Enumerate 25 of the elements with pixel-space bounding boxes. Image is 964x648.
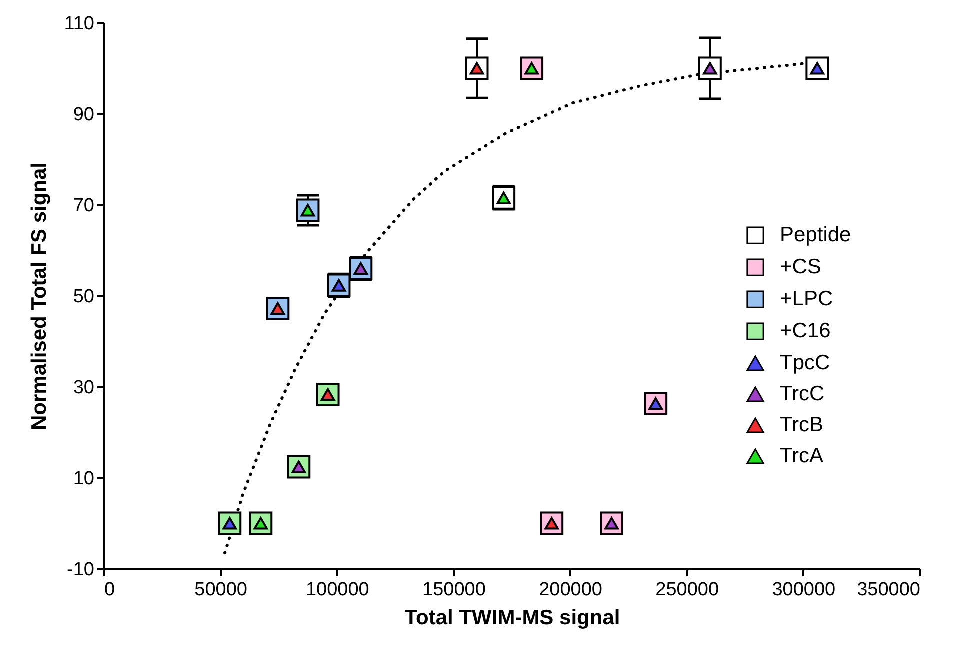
y-tick-label: 50 — [73, 286, 94, 308]
y-tick-label: 110 — [64, 14, 94, 34]
y-tick-label: -10 — [67, 560, 94, 580]
y-tick-label: 90 — [73, 104, 94, 126]
x-tick-label: 350000 — [857, 580, 920, 600]
legend-label: +LPC — [780, 288, 834, 311]
legend-label: Peptide — [780, 224, 852, 247]
legend-label: TrcA — [780, 444, 824, 468]
x-tick-label: 50000 — [194, 580, 248, 600]
x-axis-title: Total TWIM-MS signal — [404, 606, 620, 630]
x-tick-label: 250000 — [656, 580, 720, 600]
legend-label: +CS — [780, 256, 822, 279]
x-tick-label: 300000 — [772, 580, 836, 600]
y-tick-label: 10 — [73, 468, 94, 490]
legend-label: TrcC — [780, 382, 825, 406]
y-tick-label: 30 — [73, 378, 94, 398]
x-tick-label: 100000 — [306, 580, 370, 600]
legend-label: TrcB — [780, 414, 824, 437]
x-tick-label: 150000 — [422, 580, 486, 600]
x-tick-label: 0 — [104, 580, 116, 600]
y-tick-label: 70 — [73, 196, 94, 216]
y-axis-title: Normalised Total FS signal — [28, 162, 52, 430]
legend-label: +C16 — [780, 320, 831, 343]
x-tick-label: 200000 — [539, 580, 602, 600]
legend-label: TpcC — [780, 352, 830, 375]
